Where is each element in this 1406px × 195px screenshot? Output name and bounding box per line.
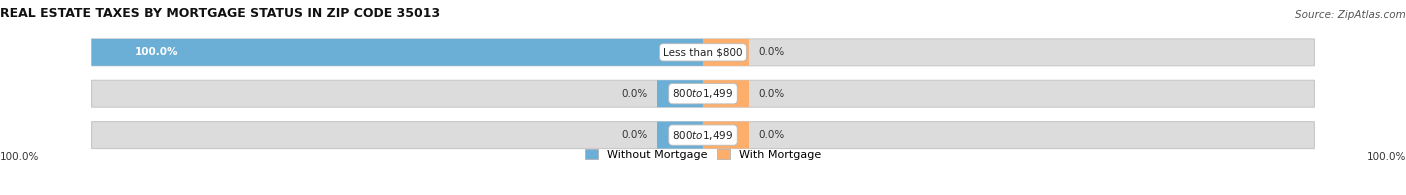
FancyBboxPatch shape (91, 39, 703, 66)
Text: REAL ESTATE TAXES BY MORTGAGE STATUS IN ZIP CODE 35013: REAL ESTATE TAXES BY MORTGAGE STATUS IN … (0, 7, 440, 20)
Legend: Without Mortgage, With Mortgage: Without Mortgage, With Mortgage (585, 149, 821, 160)
FancyBboxPatch shape (91, 39, 1315, 66)
Text: $800 to $1,499: $800 to $1,499 (672, 87, 734, 100)
FancyBboxPatch shape (703, 80, 749, 107)
Text: 100.0%: 100.0% (0, 152, 39, 162)
FancyBboxPatch shape (703, 39, 749, 66)
Text: Less than $800: Less than $800 (664, 47, 742, 57)
FancyBboxPatch shape (657, 122, 703, 149)
Text: 0.0%: 0.0% (621, 130, 648, 140)
Text: 100.0%: 100.0% (1367, 152, 1406, 162)
Text: 0.0%: 0.0% (758, 130, 785, 140)
FancyBboxPatch shape (91, 80, 1315, 107)
FancyBboxPatch shape (703, 122, 749, 149)
Text: 0.0%: 0.0% (758, 89, 785, 99)
Text: $800 to $1,499: $800 to $1,499 (672, 129, 734, 142)
Text: 0.0%: 0.0% (758, 47, 785, 57)
Text: 0.0%: 0.0% (621, 89, 648, 99)
FancyBboxPatch shape (657, 80, 703, 107)
Text: Source: ZipAtlas.com: Source: ZipAtlas.com (1295, 10, 1406, 20)
FancyBboxPatch shape (91, 122, 1315, 149)
Text: 100.0%: 100.0% (135, 47, 179, 57)
